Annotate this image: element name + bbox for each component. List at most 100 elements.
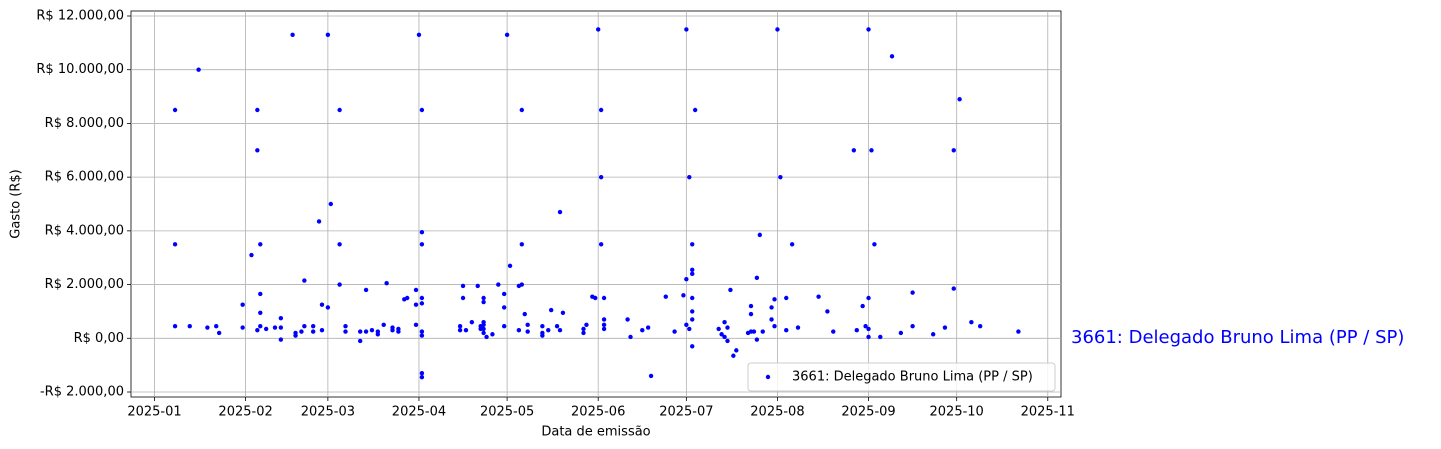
point [519,242,525,247]
point [601,322,607,328]
point [413,322,419,328]
point [249,252,254,258]
point [299,329,304,334]
point [866,334,871,340]
point [690,242,695,247]
y-axis-label: Gasto (R$) [9,169,24,238]
point [460,295,466,301]
point [769,317,774,322]
x-tick-label: 2025-02 [218,405,272,420]
x-tick-label: 2025-06 [571,405,625,420]
point [722,334,727,340]
point [419,333,425,338]
x-tick-label: 2025-07 [659,405,713,420]
point [490,332,495,337]
point [481,322,486,328]
legend-label: 3661: Delegado Bruno Lima (PP / SP) [792,370,1033,385]
point [337,282,342,287]
point [416,32,422,37]
point [172,107,178,113]
y-tick-label: R$ 8.000,00 [45,116,124,131]
point [866,27,871,32]
point [690,309,695,314]
point [772,324,777,329]
point [548,307,554,313]
point [272,325,278,330]
point [460,283,466,289]
point [390,328,395,333]
point [825,309,830,314]
point [598,242,604,247]
point [951,148,956,153]
point [719,332,724,337]
point [216,330,222,336]
point [405,295,410,301]
point [419,107,425,113]
point [645,325,651,330]
point [469,319,475,325]
point [957,97,962,102]
point [684,322,689,328]
y-tick-label: R$ 6.000,00 [45,170,124,185]
point [769,305,774,310]
point [302,278,307,283]
point [748,311,754,317]
point [363,287,369,293]
point [584,322,589,328]
point [343,329,348,334]
point [484,334,489,340]
point [601,317,607,322]
point [187,324,192,329]
point [898,330,904,336]
y-tick-label: R$ 4.000,00 [45,223,124,238]
point [784,328,789,333]
point [625,317,630,322]
point [866,326,871,332]
point [951,286,956,291]
x-tick-label: 2025-05 [480,405,534,420]
point [255,148,260,153]
point [310,324,316,329]
x-tick-label: 2025-11 [1021,405,1075,420]
point [319,328,325,333]
point [328,201,334,207]
point [690,344,695,349]
point [540,324,545,329]
point [319,302,325,307]
point [775,27,780,32]
point [396,329,401,334]
point [593,295,598,301]
point [214,324,219,329]
point [475,283,480,289]
point [419,301,425,306]
point [860,303,865,309]
point [560,310,566,315]
point [598,107,604,113]
point [258,242,263,247]
point [302,324,307,329]
point [557,328,563,333]
point [357,329,363,334]
y-tick-label: R$ 2.000,00 [45,277,124,292]
point [519,107,525,113]
point [757,232,763,238]
point [363,329,369,334]
point [910,324,915,329]
y-tick-label: R$ 10.000,00 [36,62,124,77]
point [481,330,486,336]
point [866,295,871,301]
point [540,333,545,338]
point [516,328,522,333]
point [419,295,425,301]
point [501,291,507,297]
point [751,329,757,334]
point [240,325,245,330]
point [278,337,284,342]
point [343,324,348,329]
point [507,263,513,268]
point [419,371,425,376]
x-tick-label: 2025-04 [392,405,446,420]
x-tick-label: 2025-10 [930,405,984,420]
point [504,32,510,37]
point [413,287,419,293]
